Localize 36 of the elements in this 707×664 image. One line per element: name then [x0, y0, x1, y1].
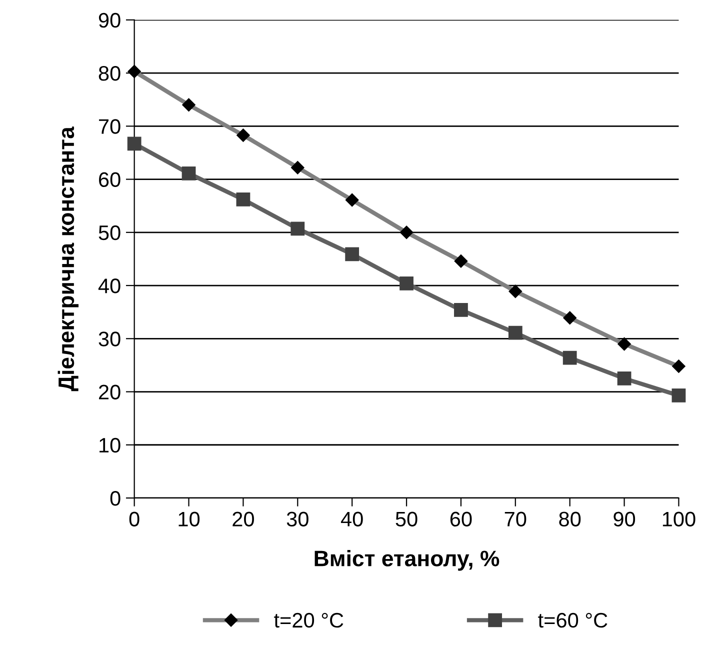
legend-label: t=60 °C: [538, 612, 608, 628]
point: [672, 388, 686, 402]
y-tick-label: 40: [98, 278, 120, 294]
y-tick-label: 20: [99, 384, 120, 400]
y-tick-label: 30: [98, 332, 120, 346]
y-tick-label: 70: [99, 119, 120, 134]
x-tick-label: 100: [662, 512, 696, 526]
point: [508, 326, 522, 340]
x-tick-label: 30: [286, 512, 308, 526]
legend-label: t=20 °C: [274, 612, 344, 628]
x-tick-label: 40: [340, 512, 363, 526]
y-tick-label: 50: [98, 225, 120, 240]
point: [290, 222, 305, 236]
y-tick-label: 0: [110, 491, 120, 506]
point: [617, 372, 632, 386]
y-axis-title: Діелектрична константа: [58, 126, 79, 392]
point: [236, 192, 250, 206]
y-tick-label: 90: [98, 12, 120, 28]
point: [562, 350, 577, 365]
x-tick-label: 80: [559, 512, 581, 526]
point: [454, 303, 468, 317]
y-tick-label: 10: [100, 438, 120, 453]
y-tick-label: 60: [99, 172, 120, 188]
x-axis-title: Вміст етанолу, %: [314, 550, 500, 571]
x-tick-label: 0: [129, 512, 140, 526]
y-tick-label: 80: [98, 66, 120, 81]
point: [127, 136, 142, 151]
point: [182, 166, 196, 180]
x-tick-label: 60: [450, 512, 472, 526]
x-tick-label: 20: [232, 512, 254, 526]
x-tick-label: 10: [178, 512, 200, 526]
x-tick-label: 70: [504, 512, 526, 526]
point: [345, 247, 360, 262]
x-tick-label: 50: [396, 512, 418, 526]
x-tick-label: 90: [614, 512, 636, 526]
point: [400, 276, 414, 290]
